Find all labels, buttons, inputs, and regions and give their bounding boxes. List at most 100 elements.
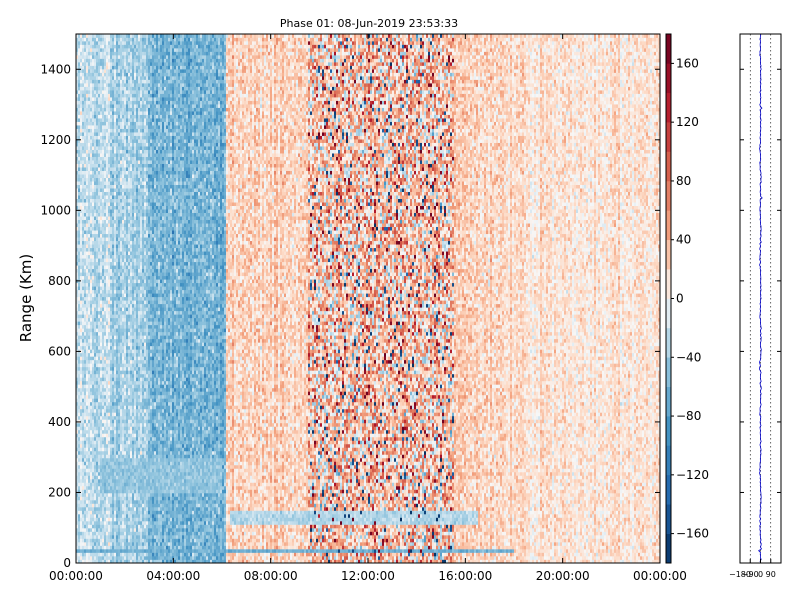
heatmap-cell [88,244,90,248]
heatmap-cell [90,384,92,388]
heatmap-cell [106,143,108,147]
heatmap-cell [106,311,108,315]
heatmap-cell [84,199,86,203]
heatmap-cell [90,244,92,248]
heatmap-cell [86,83,88,87]
heatmap-cell [90,73,92,77]
heatmap-cell [100,255,102,259]
heatmap-cell [100,104,102,108]
heatmap-cell [78,528,80,532]
heatmap-cell [94,115,96,119]
heatmap-cell [104,370,106,374]
heatmap-cell [96,458,98,462]
heatmap-cell [100,52,102,56]
heatmap-cell [88,34,90,38]
heatmap-cell [84,66,86,70]
heatmap-cell [104,507,106,511]
heatmap-cell [94,171,96,175]
heatmap-cell [82,297,84,301]
heatmap-cell [88,307,90,311]
heatmap-cell [84,171,86,175]
heatmap-cell [90,370,92,374]
heatmap-cell [104,290,106,294]
heatmap-cell [82,227,84,231]
heatmap-cell [96,38,98,42]
heatmap-cell [98,108,100,112]
heatmap-cell [102,311,104,315]
heatmap-cell [106,283,108,287]
heatmap-cell [106,227,108,231]
heatmap-cell [78,223,80,227]
heatmap-cell [108,489,110,493]
heatmap-cell [102,34,104,38]
heatmap-cell [108,216,110,220]
heatmap-cell [106,244,108,248]
heatmap-cell [98,171,100,175]
heatmap-cell [88,241,90,245]
heatmap-cell [80,234,82,238]
heatmap-cell [108,59,110,63]
heatmap-cell [92,66,94,70]
heatmap-cell [106,34,108,38]
heatmap-cell [86,542,88,546]
heatmap-cell [88,122,90,126]
heatmap-cell [100,384,102,388]
heatmap-cell [98,377,100,381]
heatmap-cell [104,181,106,185]
heatmap-cell [78,209,80,213]
heatmap-cell [106,97,108,101]
heatmap-cell [90,48,92,52]
heatmap-cell [92,160,94,164]
heatmap-cell [90,248,92,252]
heatmap-cell [90,437,92,441]
heatmap-cell [106,332,108,336]
heatmap-cell [106,545,108,549]
heatmap-cell [86,437,88,441]
heatmap-cell [104,325,106,329]
heatmap-cell [80,265,82,269]
heatmap-cell [84,454,86,458]
heatmap-cell [100,304,102,308]
heatmap-cell [90,360,92,364]
heatmap-cell [78,192,80,196]
heatmap-cell [82,314,84,318]
heatmap-cell [94,454,96,458]
heatmap-cell [94,59,96,63]
heatmap-cell [80,300,82,304]
heatmap-cell [110,496,112,500]
heatmap-cell [90,552,92,556]
heatmap-cell [100,269,102,273]
heatmap-cell [86,101,88,105]
heatmap-cell [82,510,84,514]
heatmap-cell [106,542,108,546]
heatmap-cell [88,549,90,553]
heatmap-cell [78,412,80,416]
heatmap-cell [82,440,84,444]
heatmap-cell [98,122,100,126]
heatmap-cell [84,510,86,514]
heatmap-cell [82,388,84,392]
heatmap-cell [94,405,96,409]
heatmap-cell [92,307,94,311]
heatmap-cell [100,374,102,378]
heatmap-cell [84,55,86,59]
heatmap-cell [84,384,86,388]
heatmap-cell [94,125,96,129]
heatmap-cell [108,118,110,122]
heatmap-cell [108,318,110,322]
heatmap-cell [104,265,106,269]
heatmap-cell [108,276,110,280]
heatmap-cell [80,419,82,423]
heatmap-cell [82,87,84,91]
heatmap-cell [106,339,108,343]
heatmap-cell [84,482,86,486]
heatmap-cell [78,514,80,518]
heatmap-cell [80,192,82,196]
heatmap-cell [106,321,108,325]
heatmap-cell [106,195,108,199]
heatmap-cell [88,465,90,469]
heatmap-cell [108,461,110,465]
heatmap-cell [92,339,94,343]
heatmap-cell [98,437,100,441]
heatmap-cell [102,377,104,381]
